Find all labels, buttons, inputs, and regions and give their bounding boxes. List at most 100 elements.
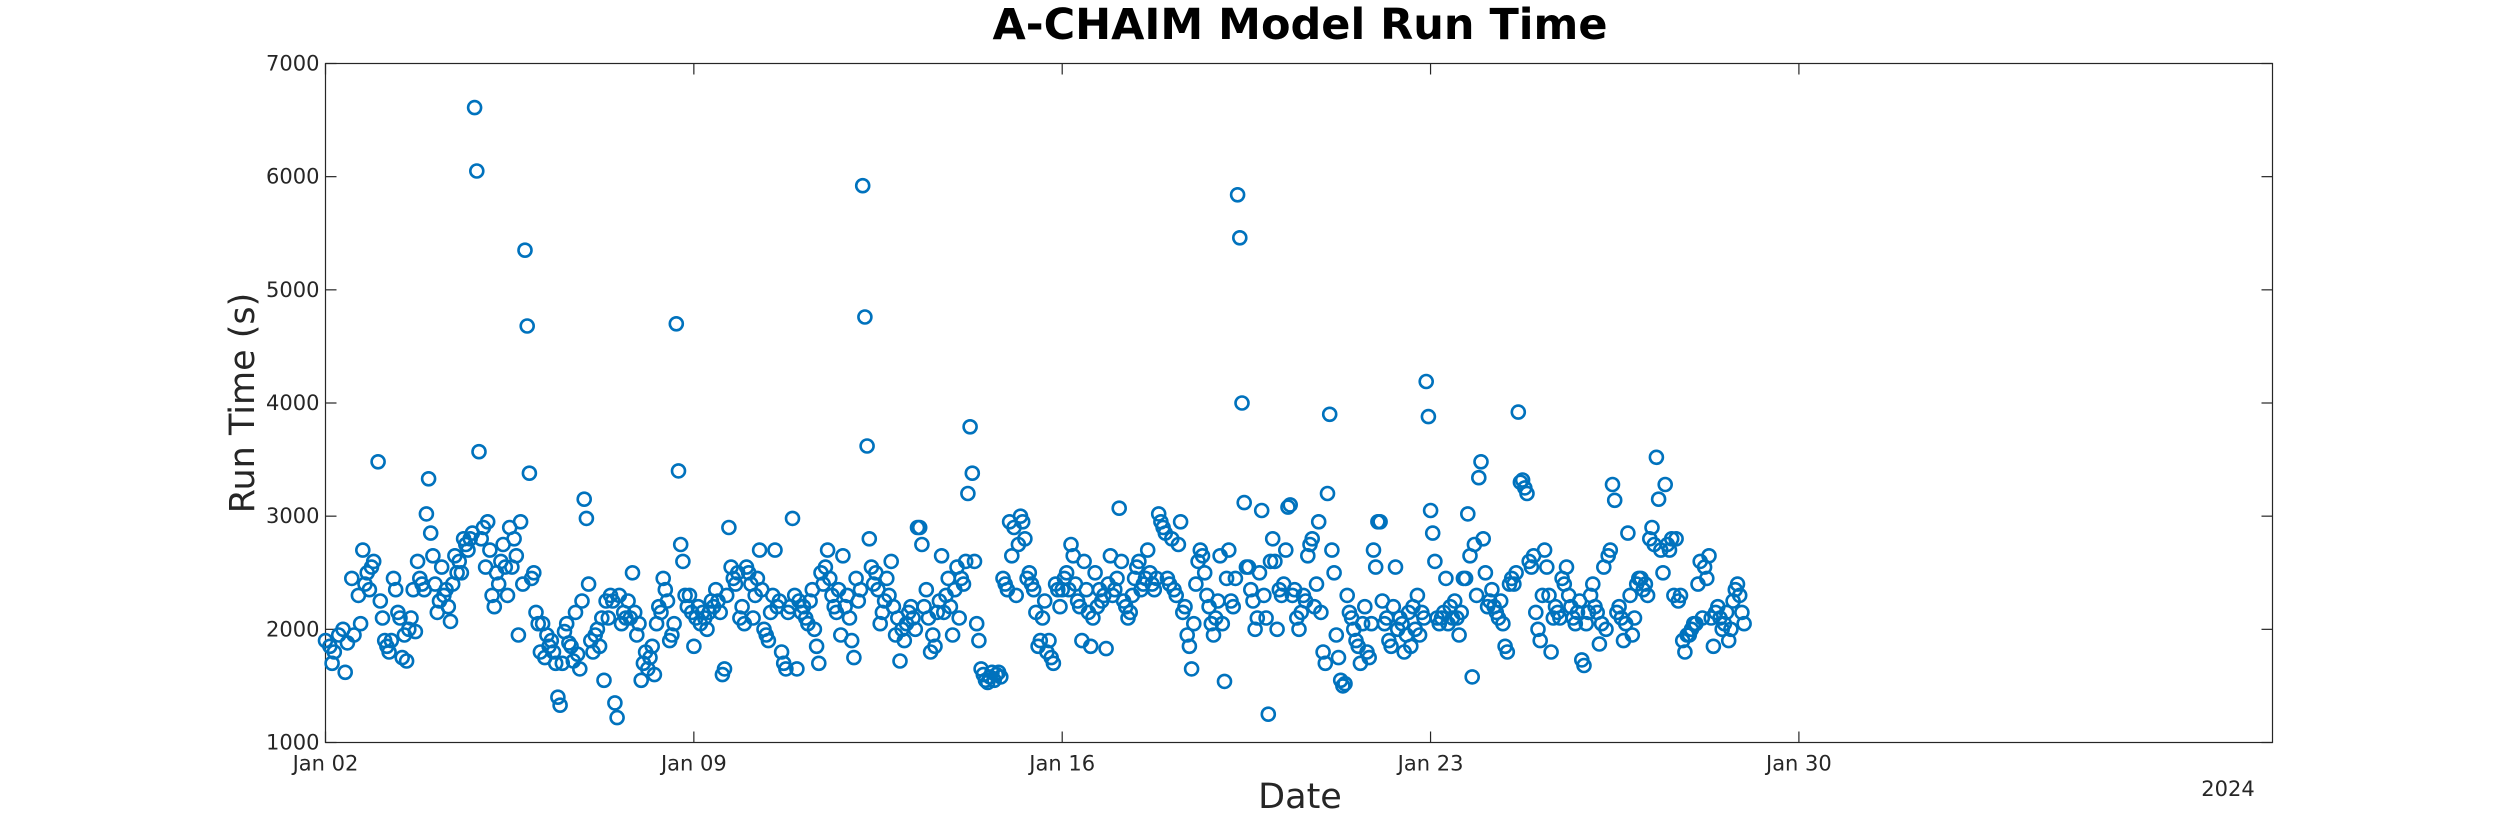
data-point [554,655,571,672]
data-point [1260,706,1277,723]
data-point [767,542,783,558]
data-point [600,610,617,626]
data-point [1354,615,1371,632]
data-point [745,610,761,626]
data-point [686,638,702,655]
data-point [1473,453,1489,470]
data-point [1424,525,1441,541]
data-point [1214,615,1231,632]
data-point [1025,581,1042,598]
data-point [1420,408,1437,425]
data-point [1668,530,1684,547]
x-tick-label: Jan 09 [659,752,727,776]
data-point [576,491,593,508]
data-point [878,570,895,587]
data-point [1087,564,1103,581]
data-point [631,615,647,632]
data-point [1041,632,1057,649]
data-point [1409,587,1426,604]
data-point [407,623,424,640]
data-point [607,695,623,711]
data-point [1139,542,1156,558]
data-point [591,638,608,655]
data-points [317,99,1752,726]
data-point [1319,485,1336,502]
data-point [624,564,641,581]
data-point [1236,494,1252,511]
data-point [1591,636,1608,652]
data-point [1304,530,1320,547]
data-point [506,530,522,547]
data-point [569,646,586,663]
data-point [1258,610,1274,626]
data-point [1253,502,1270,519]
data-point [734,598,750,615]
data-point [1471,469,1487,486]
data-point [784,510,801,527]
data-point [372,593,389,609]
data-point [1418,373,1434,390]
data-point [966,553,983,570]
data-point [957,553,974,570]
data-point [1626,610,1643,626]
data-point [1150,506,1167,522]
data-point [1196,564,1213,581]
data-point [944,627,961,643]
data-point [1422,502,1439,519]
data-point [346,627,362,643]
data-point [1644,519,1660,536]
data-point [1034,610,1051,626]
data-point [558,615,575,632]
data-point [1453,604,1469,621]
data-point [1576,657,1592,674]
data-point [1532,632,1548,649]
data-point [354,542,371,558]
data-point [1534,587,1551,604]
data-point [392,610,408,626]
data-point [1468,587,1485,604]
data-point [453,564,470,581]
data-point [1337,675,1353,692]
data-point [1282,497,1298,513]
data-point [521,465,538,482]
data-point [951,610,968,626]
data-point [861,530,878,547]
data-point [343,570,360,587]
data-point [1249,610,1266,626]
data-point [1541,587,1557,604]
data-point [1672,587,1689,604]
data-point [490,576,507,592]
data-point [1622,587,1638,604]
data-point [1604,476,1621,493]
data-point [471,443,487,460]
data-point [1701,547,1717,564]
data-point [1438,570,1454,587]
data-point [486,598,503,615]
data-point [1385,598,1402,615]
data-point [1484,581,1500,598]
data-point [672,536,689,553]
data-point [843,632,860,649]
data-point [1098,640,1114,657]
data-point [1181,638,1198,655]
data-point [859,438,875,454]
x-axis: Jan 02 Jan 09 Jan 16 Jan 23 Jan 30 [291,63,1832,776]
data-point [620,593,636,609]
data-point [1357,598,1373,615]
data-point [1330,649,1347,666]
y-tick-label: 1000 [266,731,319,755]
data-point [1514,472,1531,488]
data-point [1536,542,1553,558]
data-point [1519,485,1535,502]
data-point [510,627,527,643]
data-point [1477,564,1494,581]
data-point [567,604,584,621]
data-point [571,661,588,677]
data-point [778,661,794,677]
data-point [512,513,529,530]
data-point [499,587,516,604]
data-point [1460,506,1476,522]
data-point [1008,587,1025,604]
x-tick-label: Jan 16 [1027,752,1095,776]
